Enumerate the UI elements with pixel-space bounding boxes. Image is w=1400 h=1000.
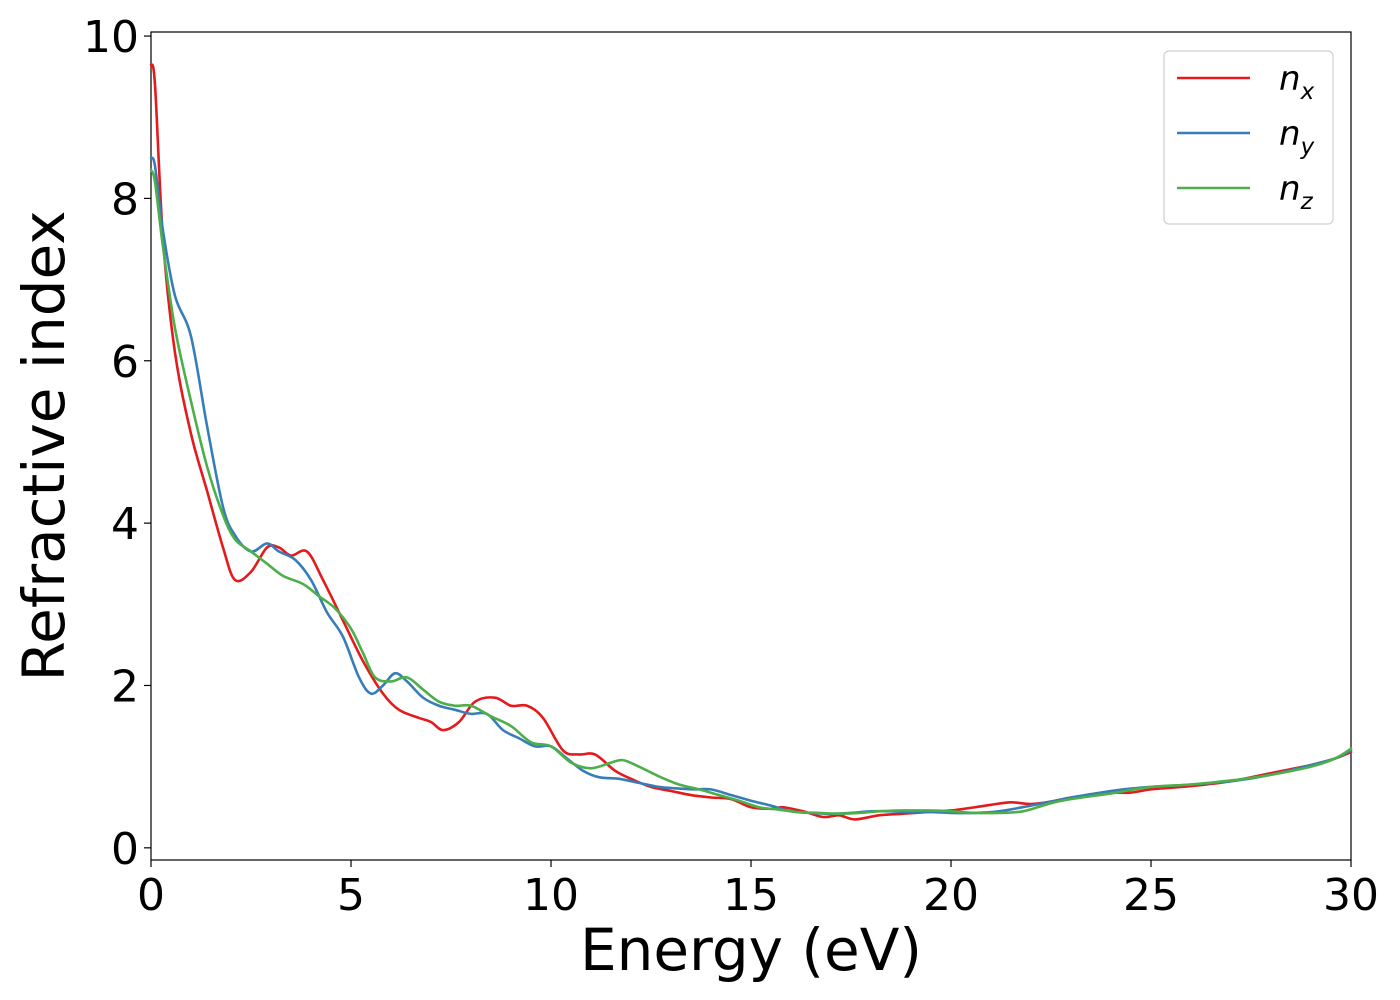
x-axis-ticks: 0 5 10 15 20 25 30	[137, 860, 1379, 921]
y-tick-label: 0	[111, 824, 139, 875]
legend-label-subscript: y	[1300, 134, 1315, 160]
legend-label-base: n	[1279, 59, 1301, 99]
x-tick-label: 5	[337, 870, 365, 921]
x-tick-label: 0	[137, 870, 165, 921]
x-axis-label: Energy (eV)	[580, 916, 922, 984]
y-tick-label: 2	[111, 661, 139, 712]
series-line-y	[149, 156, 1353, 816]
x-tick-label: 30	[1323, 870, 1379, 921]
legend-label-x: nx	[1279, 59, 1315, 105]
legend-label-base: n	[1279, 169, 1301, 209]
legend-label-subscript: z	[1300, 189, 1314, 215]
y-tick-label: 10	[83, 12, 139, 63]
plot-area: 0 5 10 15 20 25 30 0 2 4 6 8 10	[83, 12, 1379, 921]
legend-box	[1163, 50, 1334, 225]
x-tick-label: 10	[523, 870, 579, 921]
y-tick-label: 4	[111, 499, 139, 550]
legend-label-base: n	[1279, 114, 1301, 154]
series-line-z	[149, 168, 1353, 816]
y-tick-label: 6	[111, 337, 139, 388]
y-axis-label: Refractive index	[10, 210, 78, 681]
y-tick-label: 8	[111, 174, 139, 225]
legend-label-z: nz	[1279, 169, 1314, 215]
x-tick-label: 20	[923, 870, 979, 921]
series-layer	[149, 63, 1353, 821]
legend-label-y: ny	[1279, 114, 1315, 160]
x-tick-label: 25	[1123, 870, 1179, 921]
x-tick-label: 15	[723, 870, 779, 921]
y-axis-ticks: 0 2 4 6 8 10	[83, 12, 151, 875]
legend-label-subscript: x	[1300, 79, 1315, 105]
